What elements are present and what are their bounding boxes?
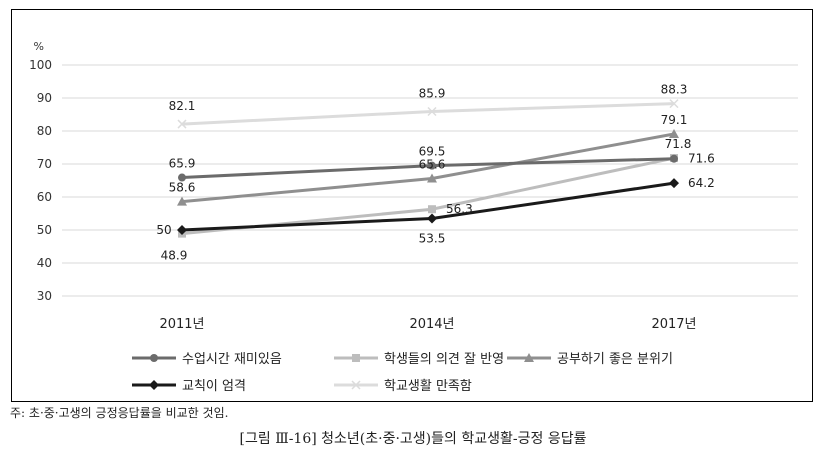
y-tick-label: 80 — [37, 124, 52, 138]
marker-shape — [428, 161, 436, 170]
legend-item: 학생들의 의견 잘 반영 — [334, 348, 504, 367]
series-line — [181, 102, 675, 126]
data-label: 65.9 — [169, 157, 196, 171]
legend-label: 수업시간 재미있음 — [182, 352, 282, 367]
data-label: 64.2 — [688, 176, 715, 190]
data-point — [427, 173, 437, 183]
figure-caption: [그림 Ⅲ-16] 청소년(초·중·고생)들의 학교생활-긍정 응답률 — [239, 431, 587, 447]
data-label: 58.6 — [169, 181, 196, 195]
marker-shape — [669, 178, 679, 189]
marker-shape — [150, 353, 158, 362]
legend-label: 교칙이 엄격 — [182, 379, 246, 394]
chart-note: 주: 초·중·고생의 긍정응답률을 비교한 것임. — [10, 406, 229, 420]
y-tick-label: 30 — [37, 289, 52, 303]
y-tick-label: 100 — [29, 58, 52, 72]
legend-marker — [524, 352, 534, 362]
legend-marker — [149, 379, 159, 390]
data-label: 82.1 — [169, 99, 196, 113]
data-point — [177, 225, 187, 235]
marker-shape — [428, 205, 436, 214]
legend-label: 학생들의 의견 잘 반영 — [384, 352, 505, 367]
data-label: 48.9 — [161, 249, 188, 263]
legend-swatch — [334, 353, 378, 362]
legend-marker — [150, 353, 158, 362]
x-tick-label: 2017년 — [651, 317, 696, 332]
data-label: 71.8 — [665, 137, 692, 151]
data-point — [427, 106, 437, 117]
x-tick-label: 2011년 — [159, 317, 204, 332]
y-tick-label: 90 — [37, 91, 52, 105]
marker-shape — [524, 352, 534, 362]
x-tick-label: 2014년 — [409, 317, 454, 332]
data-point — [669, 178, 679, 189]
data-label: 53.5 — [419, 231, 446, 245]
line-chart: 30 40 50 60 70 80 90 100% 2011년 2014년 2017년 65.9 69.… — [29, 40, 798, 332]
data-point — [428, 161, 436, 170]
data-label: 56.3 — [446, 202, 473, 216]
legend-item: 교칙이 엄격 — [132, 375, 246, 394]
data-label: 50 — [156, 223, 171, 237]
legend-swatch — [334, 379, 378, 390]
y-tick-label: 60 — [37, 190, 52, 204]
y-tick-label: 40 — [37, 256, 52, 270]
chart-frame: 30 40 50 60 70 80 90 100% 2011년 2014년 2017년 65.9 69.… — [11, 9, 813, 402]
marker-shape — [178, 173, 186, 182]
legend-label: 학교생활 만족함 — [384, 379, 472, 394]
data-point — [428, 205, 436, 214]
y-tick-label: 70 — [37, 157, 52, 171]
data-point — [427, 213, 437, 224]
data-point — [178, 173, 186, 182]
legend-item: 학교생활 만족함 — [334, 375, 472, 394]
data-label: 85.9 — [419, 87, 446, 101]
legend-item: 공부하기 좋은 분위기 — [507, 348, 673, 367]
data-point — [670, 154, 678, 163]
y-axis-unit: % — [34, 40, 44, 53]
data-label: 88.3 — [661, 83, 688, 97]
data-label: 65.6 — [419, 158, 446, 172]
data-label: 69.5 — [419, 145, 446, 159]
marker-shape — [427, 213, 437, 224]
marker-shape — [427, 173, 437, 183]
marker-shape — [427, 106, 437, 117]
data-point — [177, 119, 187, 129]
y-tick-label: 50 — [37, 223, 52, 237]
data-label: 79.1 — [661, 113, 688, 127]
legend-swatch — [132, 379, 176, 390]
data-point — [669, 128, 679, 138]
marker-shape — [670, 154, 678, 163]
marker-shape — [177, 225, 187, 235]
legend-label: 공부하기 좋은 분위기 — [557, 352, 673, 367]
legend-swatch — [507, 352, 551, 362]
data-label: 71.6 — [688, 152, 715, 166]
marker-shape — [177, 119, 187, 129]
marker-shape — [177, 196, 187, 206]
legend-swatch — [132, 353, 176, 362]
marker-shape — [149, 379, 159, 390]
marker-shape — [352, 353, 360, 362]
data-point — [177, 196, 187, 206]
marker-shape — [669, 128, 679, 138]
marker-shape — [351, 379, 361, 390]
legend-item: 수업시간 재미있음 — [132, 348, 282, 367]
marker-shape — [669, 99, 679, 109]
legend-marker — [352, 353, 360, 362]
legend-marker — [351, 379, 361, 390]
data-point — [669, 99, 679, 109]
